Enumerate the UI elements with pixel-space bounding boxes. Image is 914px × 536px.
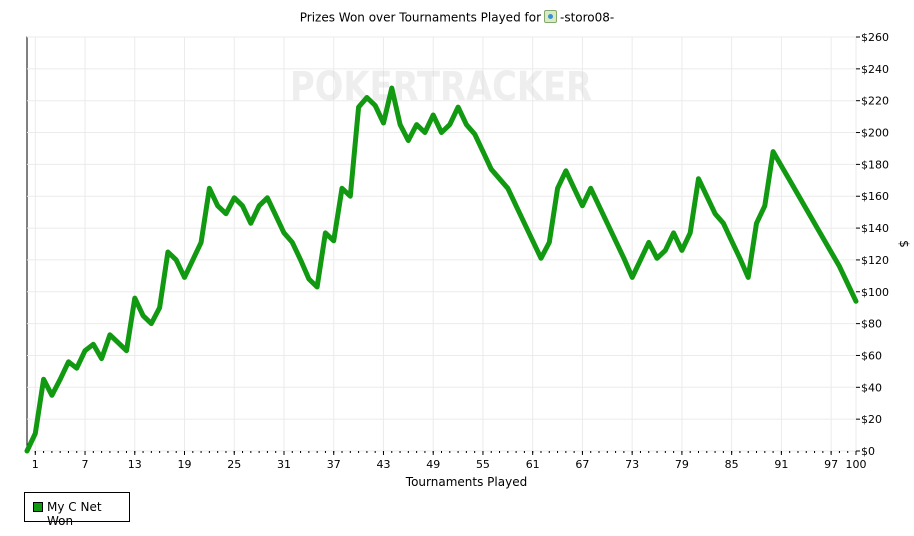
x-tick-label: 43: [376, 458, 390, 471]
chart-title-prefix: Prizes Won over Tournaments Played for: [299, 10, 541, 25]
grid-lines: [27, 36, 857, 452]
x-tick-label: 73: [625, 458, 639, 471]
x-axis: 1 7 13 19 25 31 37 43 49 55 61 67 73 79 85 91 97 100: [26, 451, 867, 471]
x-tick-label: 19: [178, 458, 192, 471]
y-tick-label: $140: [861, 222, 889, 235]
x-tick-label: 31: [277, 458, 291, 471]
y-tick-label: $180: [861, 158, 889, 171]
x-tick-label: 97: [824, 458, 838, 471]
legend-label: My C Net Won: [47, 500, 102, 528]
y-tick-label: $0: [861, 445, 875, 458]
chart-title-player: -storo08-: [560, 10, 615, 25]
y-tick-label: $60: [861, 349, 882, 362]
x-tick-label: 61: [526, 458, 540, 471]
series-layer: [24, 85, 859, 454]
y-tick-label: $20: [861, 413, 882, 426]
y-tick-label: $40: [861, 381, 882, 394]
x-tick-label: 13: [128, 458, 142, 471]
y-tick-label: $200: [861, 127, 889, 140]
player-avatar-icon: [544, 10, 557, 23]
x-tick-label: 100: [846, 458, 867, 471]
y-axis: $0 $20 $40 $60 $80 $100 $120 $140 $160 $180 $200 $2…: [856, 31, 889, 458]
x-tick-label: 25: [227, 458, 241, 471]
legend: My C Net Won: [24, 492, 130, 528]
y-tick-label: $260: [861, 31, 889, 44]
y-tick-label: $100: [861, 286, 889, 299]
x-axis-label: Tournaments Played: [405, 475, 527, 489]
y-axis-label: $: [897, 240, 911, 248]
y-tick-label: $80: [861, 318, 882, 331]
legend-swatch: [33, 502, 43, 512]
x-tick-label: 55: [476, 458, 490, 471]
series-line-0: [24, 85, 859, 454]
plot-area: [26, 36, 857, 452]
watermark: POKERTRACKER: [290, 64, 592, 110]
chart-title: Prizes Won over Tournaments Played for -s…: [0, 10, 914, 25]
y-tick-label: $120: [861, 254, 889, 267]
y-tick-label: $220: [861, 95, 889, 108]
x-tick-label: 7: [82, 458, 89, 471]
x-tick-label: 79: [675, 458, 689, 471]
x-tick-label: 85: [725, 458, 739, 471]
x-tick-label: 91: [774, 458, 788, 471]
y-tick-label: $240: [861, 63, 889, 76]
x-tick-label: 37: [327, 458, 341, 471]
x-tick-label: 67: [575, 458, 589, 471]
y-tick-label: $160: [861, 190, 889, 203]
x-tick-label: 49: [426, 458, 440, 471]
x-tick-label: 1: [32, 458, 39, 471]
